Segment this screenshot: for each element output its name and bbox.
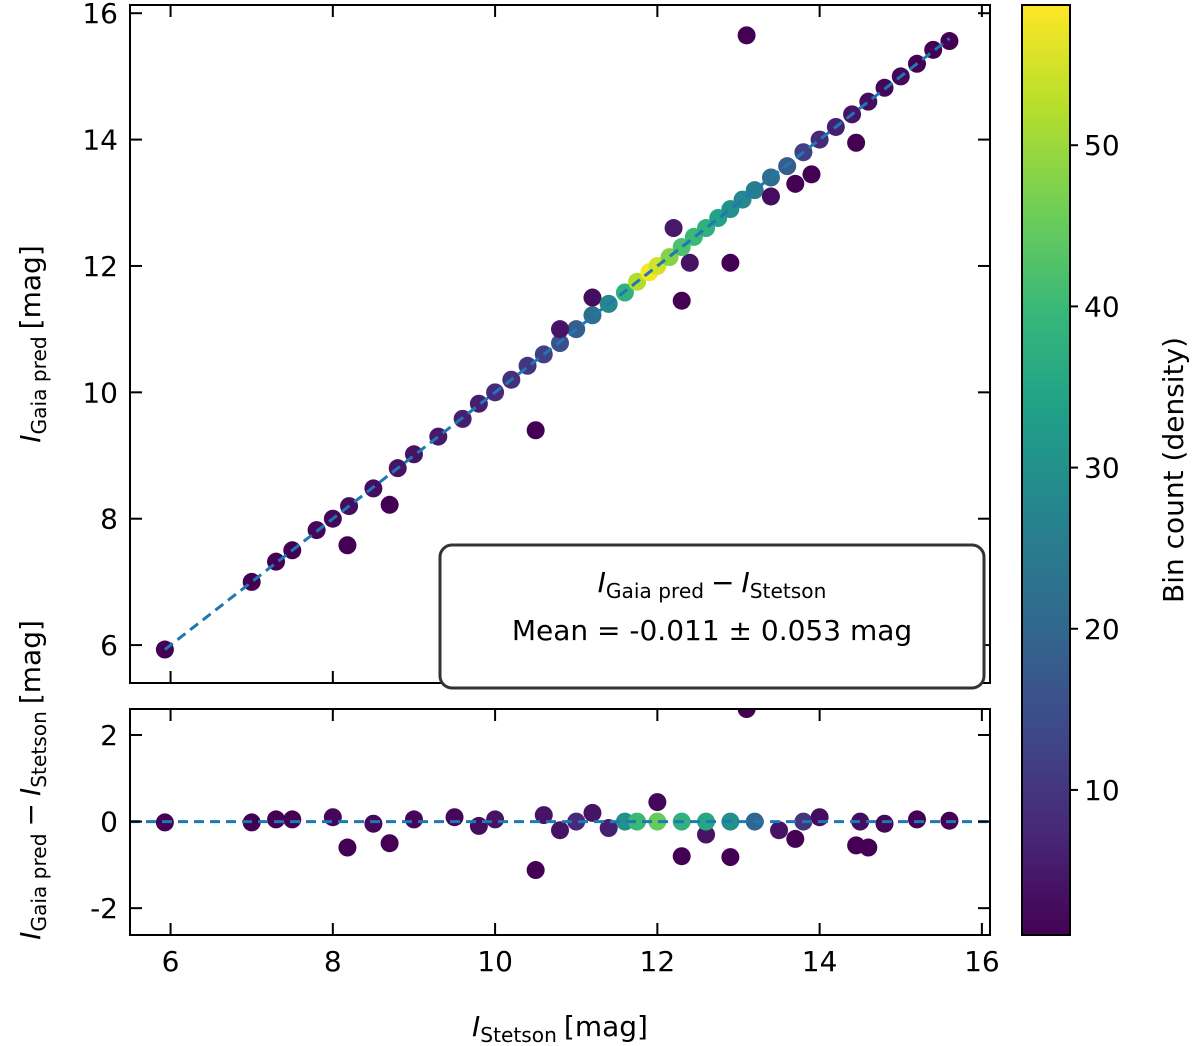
colorbar-tick-label: 40 [1084,290,1120,323]
y-tick-label: 8 [100,503,118,536]
point [786,829,805,848]
x-tick-label: 6 [162,945,180,978]
y-tick-label: -2 [90,892,118,925]
point [761,187,780,206]
point [380,834,399,853]
label-part: − [14,803,47,826]
point [526,421,545,440]
y-tick-label: 10 [82,376,118,409]
label-part: Gaia pred [606,579,704,603]
point [338,536,357,555]
point [583,803,602,822]
point [721,848,740,867]
colorbar-label: Bin count (density) [1157,337,1190,603]
plot-area [155,26,959,659]
plot-area [130,709,990,880]
x-tick-label: 16 [964,945,1000,978]
x-tick-label: 10 [477,945,513,978]
point [697,825,716,844]
point [648,793,667,812]
point [859,838,878,857]
point [551,320,569,339]
point [534,806,553,825]
point [786,174,805,193]
point [851,812,870,831]
point [802,165,821,184]
point [628,812,647,831]
label-part: Stetson [27,711,51,788]
label-part: I [472,1010,480,1043]
x-axis-label: IStetson [mag] [472,1010,648,1046]
label-part: I [14,434,47,442]
point [737,709,756,718]
label-part: Gaia pred [27,336,51,434]
label-part: I [14,788,47,796]
y-tick-label: 2 [100,719,118,752]
annotation-text: Mean = -0.011 ± 0.053 mag [512,614,912,647]
y-tick-label: 0 [100,806,118,839]
point [469,816,488,835]
x-tick-label: 8 [324,945,342,978]
point [664,219,683,238]
y-axis-label: IGaia pred [mag] [14,245,51,443]
point [672,291,691,310]
colorbar [1021,4,1071,936]
point [907,810,926,829]
label-part: I [742,566,750,599]
reference-line [163,37,951,651]
point [737,26,756,45]
y-axis-label: IGaia pred−IStetson[mag] [14,620,51,940]
colorbar-tick-label: 10 [1084,774,1120,807]
label-part: [mag] [14,620,47,704]
point [680,253,699,272]
point [583,288,602,307]
y-tick-label: 14 [82,124,118,157]
point [267,810,286,829]
annotation-expression: IGaia pred − IStetson [598,566,827,603]
point [599,819,618,838]
point [875,814,894,833]
point [380,495,399,514]
label-part: Gaia pred [27,833,51,931]
label-part: Stetson [750,579,827,603]
x-tick-label: 12 [640,945,676,978]
point [567,812,586,831]
y-tick-label: 6 [100,629,118,662]
label-part: [mag] [564,1010,648,1043]
label-part: I [14,932,47,940]
point [648,812,667,831]
point [847,133,866,152]
colorbar-tick-label: 50 [1084,129,1120,162]
y-tick-label: 12 [82,250,118,283]
point [721,253,740,272]
point [445,808,464,827]
point [940,32,959,51]
point [338,838,357,857]
label-part: Stetson [480,1023,557,1046]
point [283,810,302,829]
annotation-box [438,543,986,690]
point [551,821,569,840]
y-tick-label: 16 [82,0,118,30]
point [323,808,342,827]
point [810,808,829,827]
label-part: I [598,566,606,599]
colorbar-tick-label: 30 [1084,452,1120,485]
label-part: − [711,566,734,599]
point [526,861,545,880]
colorbar-tick-label: 20 [1084,613,1120,646]
point [404,810,423,829]
point [364,814,383,833]
x-tick-label: 14 [802,945,838,978]
point [486,810,505,829]
label-part: [mag] [14,245,47,329]
point [672,847,691,866]
point [770,821,789,840]
